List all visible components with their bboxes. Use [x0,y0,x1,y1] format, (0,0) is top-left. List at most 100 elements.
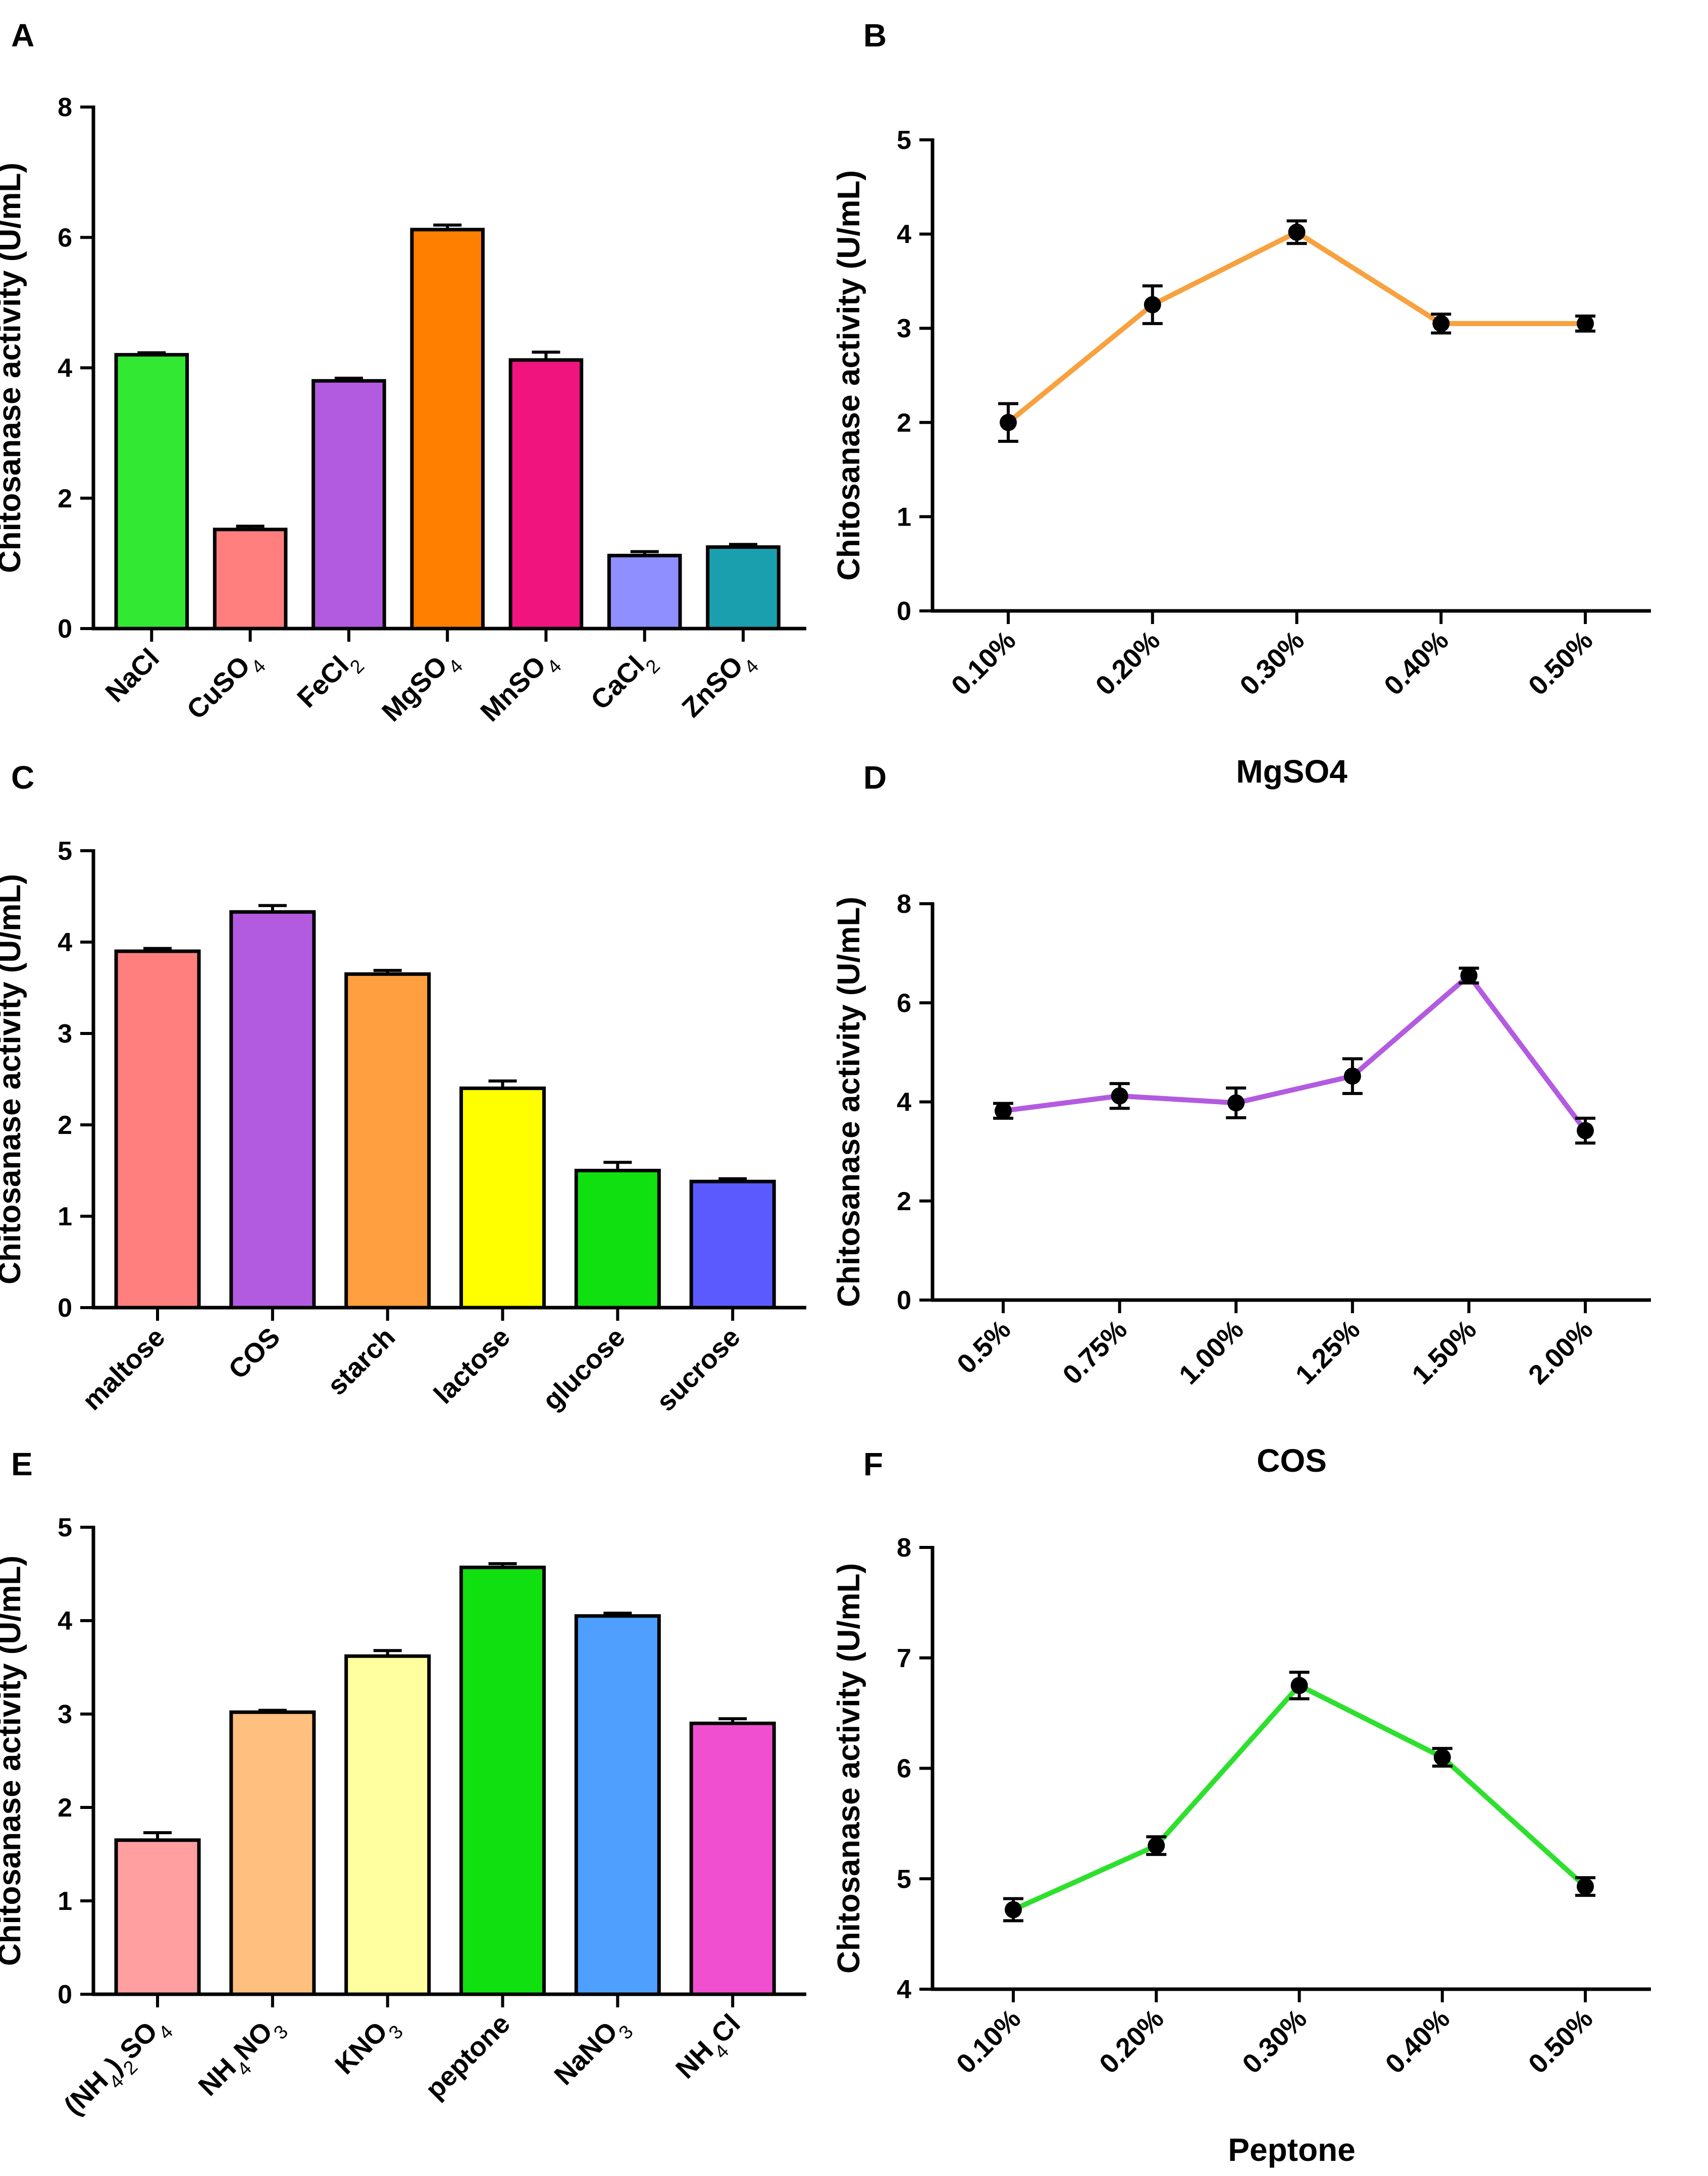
panel-b: B Chitosanase activity (U/mL) 0 1 2 3 4 5 0.10% 0… [832,17,1651,790]
panel-f: F Chitosanase activity (U/mL) 4 5 6 7 8 0.10% 0.… [832,1446,1651,2168]
data-point [1005,1901,1022,1919]
x-tick-label: MgSO4 [376,643,467,734]
y-tick-label: 4 [58,928,72,957]
bar [114,1838,201,1996]
y-tick-label: 4 [58,1607,72,1636]
panel-letter: F [863,1446,883,1482]
data-point [995,1102,1012,1120]
x-tick-label: sucrose [651,1322,746,1417]
bar [574,1169,661,1310]
data-point [1144,296,1161,314]
data-point [1577,1122,1594,1139]
y-tick-label: 4 [897,220,911,249]
x-tick-label: NaNO3 [548,2008,637,2097]
bar [344,972,431,1310]
x-tick-label: ZnSO4 [676,643,763,730]
x-tick-label: 0.10% [946,625,1022,701]
y-tick-label: 6 [58,223,72,252]
y-tick-label: 2 [58,1111,72,1140]
y-tick-label: 8 [897,1533,911,1563]
x-tick-label: MnSO4 [475,643,565,734]
x-tick-label: 0.30% [1236,2003,1313,2080]
data-point [1433,1748,1451,1766]
bar [574,1614,661,1996]
x-tick-label: 0.40% [1378,625,1455,701]
panel-letter: A [11,17,34,54]
x-tick-label: 2.00% [1523,1314,1599,1390]
x-tick-label: 0.30% [1234,625,1310,701]
bar [312,379,386,631]
y-tick-label: 3 [58,1019,72,1049]
x-tick-label: 0.40% [1380,2003,1456,2080]
y-tick-label: 1 [58,1202,72,1231]
y-axis-title: Chitosanase activity (U/mL) [832,1563,866,1974]
y-axis-title: Chitosanase activity (U/mL) [0,163,27,573]
x-tick-label: 0.10% [951,2003,1027,2080]
bar [459,1086,546,1310]
data-point [1343,1067,1361,1085]
x-tick-label: maltose [77,1322,171,1416]
y-tick-label: 2 [58,1793,72,1823]
y-tick-label: 4 [897,1088,911,1117]
x-tick-label: 1.00% [1173,1314,1250,1390]
x-tick-label: starch [322,1322,401,1401]
x-tick-label: CaCl2 [585,643,664,722]
bar [410,228,485,631]
x-axis-title: MgSO4 [1236,753,1348,790]
x-tick-label: 0.50% [1523,625,1599,701]
y-tick-label: 5 [58,1513,72,1542]
y-tick-label: 1 [897,502,911,532]
x-tick-label: glucose [537,1322,631,1416]
panel-d: D Chitosanase activity (U/mL) 0 2 4 6 8 0.5% 0.7… [832,759,1651,1479]
y-axis-title: Chitosanase activity (U/mL) [832,170,866,581]
data-point [1460,967,1478,985]
y-tick-label: 0 [897,597,911,626]
y-tick-label: 3 [58,1700,72,1729]
x-tick-label: NaCl [99,643,165,708]
y-tick-label: 1 [58,1887,72,1916]
data-point [1000,413,1017,431]
y-tick-label: 2 [58,484,72,513]
panel-a: A Chitosanase activity (U/mL) 0 2 4 6 8 NaCl CuS… [0,17,806,734]
y-tick-label: 8 [58,93,72,122]
data-point [1290,1677,1308,1694]
x-tick-label: 1.50% [1406,1314,1482,1390]
x-tick-label: (NH4)2SO4 [58,2008,177,2128]
bar [607,553,682,631]
bar [114,353,189,631]
y-tick-label: 0 [897,1286,911,1315]
y-axis-title: Chitosanase activity (U/mL) [0,1556,27,1966]
x-tick-label: peptone [420,2008,516,2105]
y-tick-label: 6 [897,1754,911,1784]
bar [213,528,288,631]
x-tick-label: 1.25% [1290,1314,1366,1390]
x-tick-label: 0.75% [1057,1314,1133,1390]
y-tick-label: 4 [58,354,72,383]
bar [689,1722,776,1996]
y-tick-label: 7 [897,1644,911,1673]
y-tick-label: 5 [897,126,911,155]
series-line [1003,973,1587,1132]
bar [706,545,781,631]
bar [344,1654,431,1996]
bar [229,910,316,1310]
y-tick-label: 4 [897,1975,911,2004]
x-axis-title: COS [1257,1442,1327,1479]
x-tick-label: NH4Cl [670,2008,752,2091]
y-tick-label: 0 [58,614,72,644]
y-tick-label: 2 [897,408,911,438]
y-axis-title: Chitosanase activity (U/mL) [832,897,866,1307]
y-tick-label: 5 [58,837,72,866]
x-tick-label: 0.5% [951,1314,1016,1379]
series-line [1012,1683,1587,1912]
panel-c: C Chitosanase activity (U/mL) 0 1 2 3 4 5 maltos… [0,759,806,1417]
bar [229,1710,316,1996]
y-axis-title: Chitosanase activity (U/mL) [0,874,27,1284]
series-line [1006,229,1585,425]
panel-e: E Chitosanase activity (U/mL) 0 1 2 3 4 5 (NH4)2… [0,1446,806,2128]
panel-letter: C [11,759,34,796]
data-point [1111,1087,1128,1105]
x-tick-label: lactose [428,1322,516,1410]
data-point [1227,1094,1245,1112]
